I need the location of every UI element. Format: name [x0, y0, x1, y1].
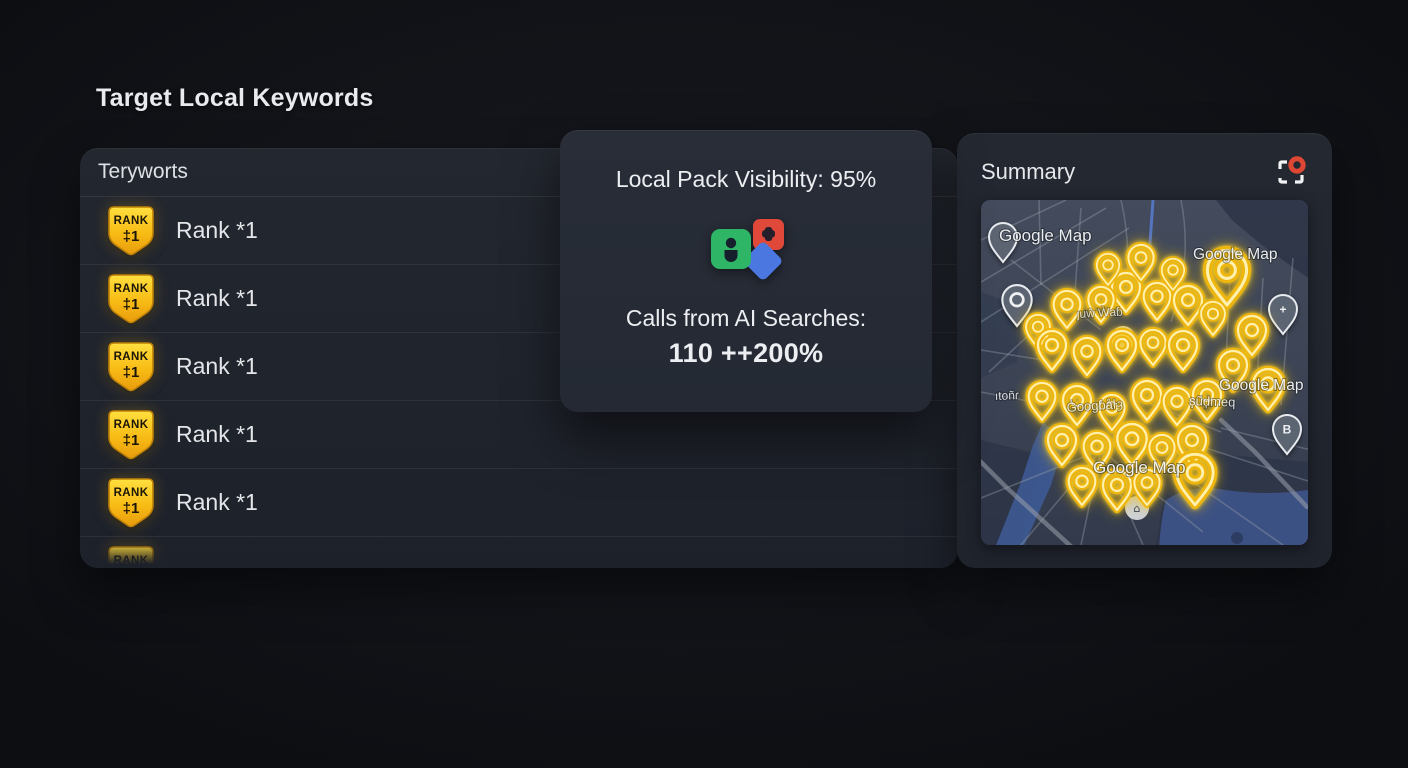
map-pin-yellow [1099, 467, 1135, 514]
red-ring [1288, 156, 1306, 174]
map-pin-yellow [1113, 420, 1151, 469]
svg-text:+: + [1279, 303, 1286, 317]
rank-badge-number: ‡1 [123, 568, 140, 569]
map-pin-yellow [1189, 377, 1225, 424]
map-pin-yellow [1146, 431, 1178, 473]
rank-badge-number: ‡1 [123, 296, 140, 313]
rank-badge-number: ‡1 [123, 364, 140, 381]
map-pin-yellow [1065, 464, 1099, 509]
map-pin-yellow [1174, 422, 1210, 469]
keyword-row[interactable]: RANK ‡1 Rank *1 [80, 197, 958, 265]
svg-text:⌂: ⌂ [1134, 502, 1141, 515]
map-pin-grey [1001, 284, 1033, 328]
map-pin-yellow [1172, 450, 1218, 510]
map-pin-yellow [1104, 327, 1140, 374]
google-maps-cluster-icon [560, 215, 932, 291]
map-pin-yellow [1202, 245, 1252, 310]
keyword-label: Rank *1 [176, 353, 258, 379]
map-pin-yellow [1044, 422, 1080, 469]
scan-focus-button[interactable] [1272, 153, 1310, 191]
map-pin-yellow [1059, 382, 1095, 429]
map-pin-yellow [1159, 256, 1187, 293]
summary-panel: Summary [957, 133, 1332, 568]
scan-focus-icon [1278, 156, 1306, 184]
blue-diamond-shape [744, 242, 782, 280]
rank-badge-icon: RANK ‡1 [108, 273, 154, 323]
rank-badge-text: RANK [114, 419, 149, 431]
rank-badge-icon: RANK ‡1 [108, 409, 154, 459]
page-title: Target Local Keywords [96, 84, 374, 112]
map-pin-yellow [1125, 241, 1157, 283]
map-label: Ġoogɓåŀȝ [1066, 396, 1124, 415]
local-pack-visibility: Local Pack Visibility: 95% [615, 166, 877, 192]
keyword-row[interactable]: RANK ‡1 Rank *1 [80, 333, 958, 401]
map-pin-yellow [1094, 251, 1122, 288]
summary-header: Summary [957, 133, 1332, 191]
map-pin-grey [987, 222, 1019, 264]
keyword-label: Rank *1 [176, 421, 258, 447]
svg-text:B: B [1283, 423, 1292, 437]
map-pin-yellow [1080, 429, 1114, 474]
map-pin-yellow [1198, 299, 1228, 338]
map-pin-yellow [1165, 327, 1201, 374]
rank-badge-text: RANK [114, 487, 149, 499]
map-pin-yellow [1215, 347, 1251, 394]
map-label: ıtoñɾ [995, 388, 1019, 403]
calls-from-ai-label: Calls from AI Searches: [625, 305, 867, 331]
rank-badge-icon: RANK ‡1 [108, 205, 154, 255]
rank-badge-number: ‡1 [123, 500, 140, 517]
map-pin-yellow [1096, 391, 1128, 433]
map-label: ȷuŵ Ẁaɓ [1075, 304, 1123, 321]
map-pin-yellow [1137, 326, 1169, 368]
map-pin-yellow [1085, 283, 1117, 325]
map-label: Google Map [1093, 458, 1186, 477]
map-label: Google Map [1219, 377, 1303, 394]
keyword-label: Rank *1 [176, 217, 258, 243]
rank-badge-text: RANK [114, 555, 149, 567]
map-label: Google Map [1193, 246, 1277, 263]
map-pin-yellow [1070, 334, 1104, 379]
calls-from-ai-value: 110 ++200% [668, 338, 824, 368]
map-main-roads [981, 417, 1308, 545]
map-dark-area [1216, 200, 1308, 278]
map-label: şũḑmeq [1189, 393, 1236, 410]
map-pin-grey: B [1271, 414, 1303, 456]
rank-badge-icon: RANK ‡1 [108, 477, 154, 527]
map-pin-yellow [1249, 365, 1287, 414]
map-pin-yellow [1050, 287, 1084, 332]
summary-title: Summary [981, 159, 1076, 184]
map-pin-yellow [1129, 377, 1165, 424]
rank-badge-text: RANK [114, 351, 149, 363]
map-pin-yellow [1160, 384, 1194, 429]
rank-badge-number: ‡1 [123, 432, 140, 449]
map-label: Google Map [999, 226, 1092, 245]
map-pin-yellow [1034, 327, 1070, 374]
map-pin-yellow [1131, 466, 1163, 508]
map-pin-grey: + [1267, 294, 1299, 336]
keywords-panel-title: Teryworts [80, 148, 958, 197]
map-pin-yellow [1234, 312, 1270, 359]
summary-map[interactable]: + B ⌂ ⌂ Google Map Google Map Google Map Goog… [981, 200, 1308, 545]
green-square-shape [711, 229, 751, 269]
rank-badge-icon: RANK ‡1 [108, 341, 154, 391]
rank-badge-text: RANK [114, 283, 149, 295]
map-pin-yellow [1140, 279, 1174, 324]
rank-badge-icon: RANK ‡1 [108, 545, 154, 569]
keyword-label: Rank *1 [176, 489, 258, 515]
keyword-row[interactable]: RANK ‡1 Rank *1 [80, 401, 958, 469]
keyword-row[interactable]: RANK ‡1 Rank *1 [80, 469, 958, 537]
stats-card: Local Pack Visibility: 95% Calls from AI… [560, 130, 932, 412]
rank-badge-text: RANK [114, 215, 149, 227]
keyword-row[interactable]: RANK ‡1 Rank *1 [80, 265, 958, 333]
rank-badge-number: ‡1 [123, 228, 140, 245]
keyword-row[interactable]: RANK ‡1 [80, 537, 958, 568]
keyword-label: Rank *1 [176, 285, 258, 311]
map-pin-yellow [1025, 379, 1059, 424]
